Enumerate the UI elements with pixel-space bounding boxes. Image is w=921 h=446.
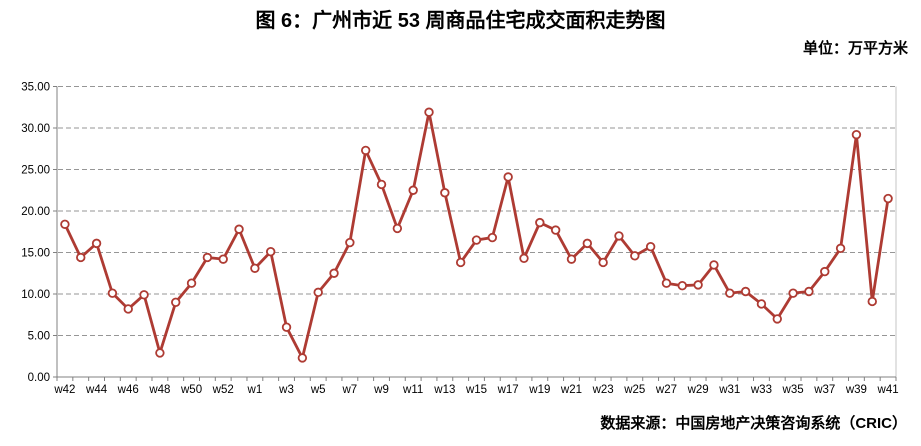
data-point (788, 288, 798, 298)
x-tick-label: w46 (117, 384, 139, 396)
data-point (76, 252, 86, 263)
x-tick-label: w17 (497, 384, 519, 396)
x-axis-labels: w42 w44 w46 w48 w50 w52 w1 w3 w5 w7 w9 w11 w13 w15 w17… (53, 384, 898, 396)
data-point (772, 314, 782, 324)
y-tick-label: 10.00 (21, 289, 50, 301)
data-point (376, 179, 387, 190)
axes (53, 86, 897, 381)
data-point (867, 296, 877, 307)
y-tick-label: 5.00 (28, 331, 50, 343)
data-point (281, 322, 292, 332)
y-tick-label: 30.00 (21, 123, 50, 135)
data-point (139, 290, 149, 300)
data-point (677, 281, 687, 291)
data-point (107, 288, 118, 298)
y-gridlines (58, 86, 895, 336)
x-tick-label: w29 (687, 384, 709, 396)
y-tick-label: 35.00 (21, 82, 50, 94)
data-point (123, 304, 133, 314)
data-point (535, 217, 545, 228)
x-tick-label: w39 (845, 384, 867, 396)
x-tick-label: w3 (278, 384, 294, 396)
data-point (487, 232, 498, 243)
x-tick-label: w21 (560, 384, 582, 396)
data-point (740, 286, 751, 297)
data-point (218, 254, 228, 264)
data-point (804, 286, 814, 297)
data-point (329, 268, 339, 278)
data-point (661, 278, 672, 288)
chart-title: 图 6：广州市近 53 周商品住宅成交面积走势图 (255, 10, 666, 32)
x-tick-label: w33 (750, 384, 772, 396)
data-point (360, 145, 371, 156)
data-point (250, 263, 260, 273)
data-point (455, 257, 466, 268)
data-point (91, 238, 102, 249)
x-tick-label: w27 (655, 384, 677, 396)
x-tick-label: w9 (373, 384, 389, 396)
x-tick-label: w44 (85, 384, 108, 396)
x-tick-label: w13 (433, 384, 455, 396)
data-point (820, 266, 830, 277)
data-point (345, 237, 355, 248)
x-tick-label: w48 (148, 384, 170, 396)
x-tick-label: w1 (247, 384, 263, 396)
data-point (440, 188, 450, 198)
data-point (297, 353, 308, 363)
y-tick-label: 15.00 (21, 248, 50, 260)
data-point (60, 219, 70, 229)
data-point (725, 288, 735, 298)
data-point (883, 193, 893, 204)
x-tick-label: w25 (623, 384, 645, 396)
data-point (186, 278, 197, 288)
data-point (171, 297, 181, 307)
y-axis-labels: 0.00 5.00 10.00 15.00 20.00 25.00 30.00 35.00 (21, 82, 50, 385)
data-point (645, 241, 656, 252)
data-point (392, 223, 403, 234)
data-point (503, 172, 513, 182)
series-line (63, 110, 890, 360)
data-point (598, 257, 608, 268)
data-point (519, 253, 529, 264)
data-point (155, 348, 165, 358)
y-tick-label: 20.00 (21, 206, 50, 218)
data-point (835, 243, 846, 254)
data-source-label: 数据来源：中国房地产决策咨询系统（CRIC） (600, 415, 907, 432)
data-point (313, 287, 323, 298)
unit-label: 单位：万平方米 (802, 40, 908, 57)
data-point (709, 260, 719, 270)
data-point (202, 252, 213, 263)
data-point (234, 224, 244, 234)
data-point (266, 246, 276, 257)
data-point (582, 238, 593, 249)
data-point (851, 129, 862, 140)
data-point (566, 254, 577, 264)
data-point-markers (60, 107, 893, 363)
data-point (756, 299, 767, 309)
x-tick-label: w7 (342, 384, 358, 396)
x-tick-label: w52 (212, 384, 234, 396)
data-point (693, 280, 703, 290)
x-tick-label: w35 (782, 384, 804, 396)
x-tick-label: w41 (877, 384, 899, 396)
x-tick-label: w15 (465, 384, 487, 396)
x-tick-label: w31 (718, 384, 740, 396)
data-point (471, 235, 482, 245)
x-tick-label: w37 (813, 384, 835, 396)
x-tick-label: w23 (592, 384, 614, 396)
data-point (424, 107, 434, 117)
y-tick-label: 0.00 (28, 372, 50, 384)
x-tick-label: w5 (310, 384, 326, 396)
y-tick-label: 25.00 (21, 165, 50, 177)
x-tick-label: w19 (528, 384, 550, 396)
x-tick-label: w42 (53, 384, 75, 396)
data-point (614, 231, 624, 241)
data-point (408, 185, 418, 195)
x-tick-label: w11 (402, 384, 423, 396)
data-point (550, 225, 561, 235)
data-point (630, 251, 640, 261)
x-tick-label: w50 (180, 384, 202, 396)
